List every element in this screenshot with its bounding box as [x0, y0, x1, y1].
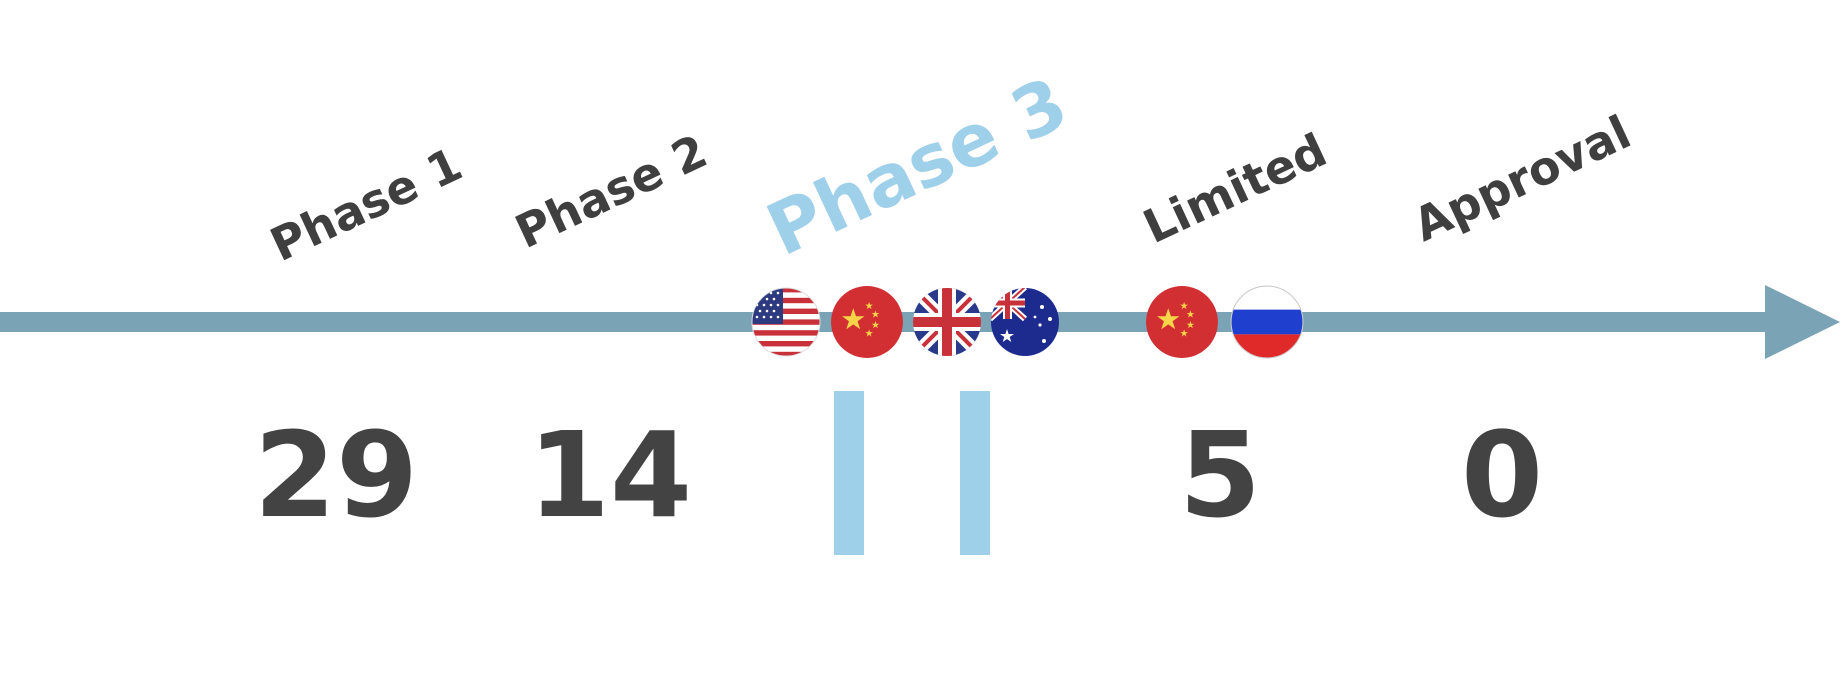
- uk-flag-icon: [913, 288, 981, 356]
- phase3-bar-right: [960, 391, 990, 555]
- russia-flag-icon: [1230, 285, 1304, 359]
- phase3-bar-left: [834, 391, 864, 555]
- count-approval: 0: [1460, 406, 1544, 544]
- usa-flag-icon: [751, 287, 821, 357]
- count-limited: 5: [1178, 406, 1262, 544]
- count-phase2: 14: [527, 406, 693, 544]
- australia-flag-icon: [991, 288, 1059, 356]
- china-flag-icon: [1146, 286, 1218, 358]
- china-flag-icon: [831, 286, 903, 358]
- count-phase1: 29: [253, 406, 419, 544]
